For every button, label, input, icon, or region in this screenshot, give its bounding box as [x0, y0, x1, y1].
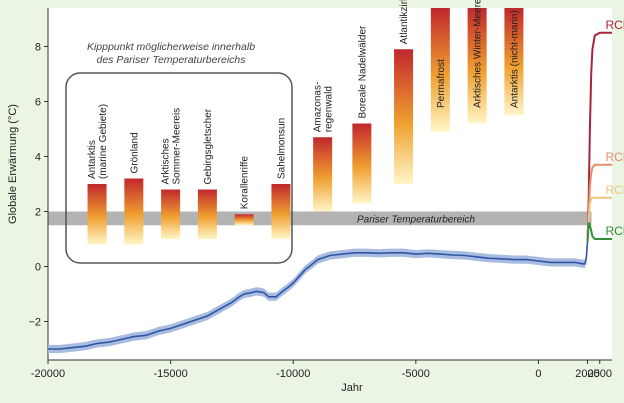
x-tick-label: -5000 — [402, 368, 430, 380]
tipping-box-title: des Pariser Temperaturbereichs — [96, 54, 246, 66]
tipping-label: regenwald — [324, 86, 335, 132]
scenario-line — [586, 222, 612, 242]
x-tick-label: -10000 — [276, 368, 310, 380]
x-tick-label: 2000 — [575, 368, 599, 380]
tipping-bar — [234, 214, 254, 226]
y-tick-label: 6 — [35, 97, 41, 109]
tipping-label: Korallenriffe — [240, 156, 251, 210]
x-tick-label: 2500 — [587, 368, 611, 380]
tipping-label: Permafrost — [436, 59, 447, 108]
tipping-label: Amazonas- — [313, 82, 324, 133]
x-tick-label: 0 — [535, 368, 541, 380]
tipping-label: Arktisches — [161, 138, 172, 184]
tipping-label: (marine Gebiete) — [98, 104, 109, 179]
y-axis-label: Globale Erwärmung (°C) — [7, 104, 19, 224]
tipping-bar — [430, 8, 450, 132]
y-tick-label: 2 — [35, 207, 41, 219]
tipping-bar — [161, 189, 181, 239]
tipping-label: Antarktis (nicht-marin) — [509, 10, 520, 108]
x-tick-label: -15000 — [153, 368, 187, 380]
x-axis-label: Jahr — [341, 382, 363, 394]
tipping-bar — [467, 8, 487, 124]
tipping-box-title: Kipppunkt möglicherweise innerhalb — [87, 41, 255, 53]
tipping-bar — [394, 49, 414, 184]
tipping-label: Gebirgsgletscher — [203, 108, 214, 184]
tipping-box — [65, 72, 293, 264]
scenario-line — [586, 196, 612, 242]
scenario-label: RCP2.6 — [605, 224, 624, 238]
tipping-bar — [124, 178, 144, 245]
tipping-label: Boreale Nadelwälder — [357, 25, 368, 119]
tipping-label: Arktisches Winter-Meereis — [473, 0, 484, 108]
tipping-bar — [87, 184, 107, 245]
tipping-bar — [271, 184, 291, 239]
scenario-label: RCP8.5 — [605, 18, 624, 32]
y-tick-label: 8 — [35, 42, 41, 54]
y-tick-label: −2 — [28, 317, 41, 329]
tipping-bar — [504, 8, 524, 116]
paris-band — [48, 211, 592, 226]
y-tick-label: 4 — [35, 152, 41, 164]
tipping-label: Sommer-Meereis — [172, 108, 183, 185]
y-tick-label: 0 — [35, 262, 41, 274]
tipping-bar — [313, 137, 333, 212]
tipping-label: Antarktis — [87, 140, 98, 179]
tipping-label: Grönland — [129, 132, 140, 173]
scenario-label: RCP6.0 — [605, 150, 624, 164]
tipping-label: Sahelmonsun — [276, 118, 287, 179]
paris-band-label: Pariser Temperaturbereich — [357, 214, 475, 225]
x-tick-label: -20000 — [31, 368, 65, 380]
scenario-line — [586, 31, 612, 242]
tipping-label: Atlantikzirkulation — [399, 0, 410, 44]
scenario-label: RCP4.5 — [605, 183, 624, 197]
tipping-bar — [352, 123, 372, 204]
tipping-bar — [197, 189, 217, 239]
history-line — [48, 241, 589, 350]
